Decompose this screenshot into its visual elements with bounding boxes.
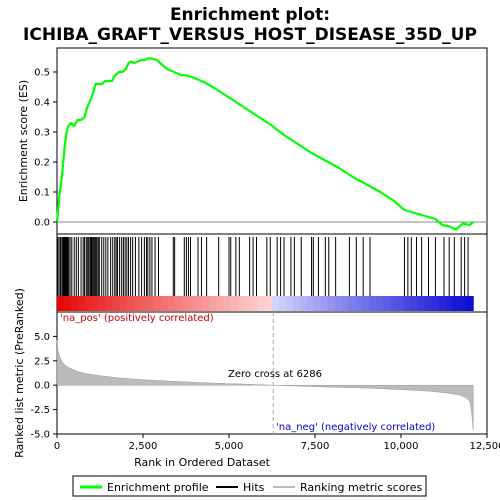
x-tick-label: 12,500 <box>470 441 500 452</box>
ranking-metric-area <box>56 340 474 431</box>
ranked-ytick-label: -5.0 <box>30 430 50 441</box>
correlation-strip-segment <box>452 296 460 311</box>
correlation-strip-segment <box>348 296 356 311</box>
es-panel <box>55 57 487 231</box>
correlation-strip-segment <box>410 296 419 311</box>
positive-correlation-label: 'na_pos' (positively correlated) <box>60 313 214 324</box>
correlation-strip-segment <box>251 296 259 311</box>
correlation-strip-segment <box>466 296 474 311</box>
es-ytick-label: 0.0 <box>34 218 50 229</box>
es-ytick-label: 0.4 <box>34 98 50 109</box>
correlation-strip-segment <box>383 296 391 311</box>
correlation-strip-segment <box>265 296 273 311</box>
correlation-strip-segment <box>63 296 72 311</box>
correlation-strip-segment <box>376 296 384 311</box>
correlation-strip-segment <box>278 296 287 311</box>
es-panel-frame <box>56 47 488 235</box>
correlation-strip-segment <box>272 296 280 311</box>
es-axis-label: Enrichment score (ES) <box>17 80 30 202</box>
x-axis-label: Rank in Ordered Dataset <box>134 456 271 469</box>
correlation-strip-segment <box>147 296 155 311</box>
chart-title-line-2: ICHIBA_GRAFT_VERSUS_HOST_DISEASE_35D_UP <box>23 25 477 45</box>
x-tick-label: 10,000 <box>384 441 419 452</box>
correlation-strip-segment <box>188 296 197 311</box>
correlation-strip-segment <box>459 296 467 311</box>
correlation-strip-segment <box>161 296 169 311</box>
x-tick-label: 7,500 <box>301 441 330 452</box>
ranked-ytick-label: 5.0 <box>34 332 50 343</box>
correlation-strip-segment <box>84 296 93 311</box>
ranked-ytick-label: -2.5 <box>30 405 50 416</box>
correlation-strip-segment <box>334 296 342 311</box>
correlation-strip-segment <box>355 296 363 311</box>
correlation-strip-segment <box>424 296 433 311</box>
es-ytick-label: 0.2 <box>34 158 50 169</box>
zero-cross-label: Zero cross at 6286 <box>228 369 322 380</box>
ranked-ytick-label: 0.0 <box>34 381 50 392</box>
negative-correlation-label: 'na_neg' (negatively correlated) <box>276 422 435 433</box>
correlation-strip-segment <box>403 296 412 311</box>
correlation-strip-segment <box>112 296 120 311</box>
hits-panel <box>57 237 474 311</box>
x-tick-label: 5,000 <box>215 441 244 452</box>
x-tick-label: 2,500 <box>129 441 158 452</box>
ranked-metric-panel-frame <box>56 311 488 435</box>
es-ytick-label: 0.3 <box>34 128 50 139</box>
correlation-strip-segment <box>258 296 266 311</box>
legend-frame <box>72 475 427 497</box>
correlation-strip-segment <box>70 296 79 311</box>
es-ytick-label: 0.1 <box>34 188 50 199</box>
correlation-strip-segment <box>133 296 141 311</box>
correlation-strip-segment <box>327 296 335 311</box>
correlation-strip-segment <box>98 296 107 311</box>
ranked-metric-axis-label: Ranked list metric (PreRanked) <box>13 288 26 458</box>
correlation-strip-segment <box>91 296 100 311</box>
correlation-strip-segment <box>431 296 440 311</box>
correlation-strip-segment <box>230 296 238 311</box>
correlation-strip-segment <box>126 296 134 311</box>
legend-label-ranking-metric: Ranking metric scores <box>300 481 422 494</box>
correlation-strip-segment <box>237 296 245 311</box>
legend: Enrichment profile Hits Ranking metric s… <box>72 475 427 497</box>
correlation-strip-segment <box>77 296 86 311</box>
correlation-strip-segment <box>174 296 183 311</box>
correlation-strip-segment <box>299 296 308 311</box>
correlation-strip-segment <box>445 296 453 311</box>
correlation-strip-segment <box>396 296 405 311</box>
correlation-strip-segment <box>362 296 370 311</box>
correlation-strip-segment <box>202 296 211 311</box>
correlation-strip-segment <box>417 296 426 311</box>
correlation-strip-segment <box>181 296 190 311</box>
correlation-strip-segment <box>167 296 176 311</box>
correlation-strip-segment <box>320 296 329 311</box>
correlation-strip-segment <box>140 296 148 311</box>
correlation-strip-segment <box>313 296 322 311</box>
correlation-strip-segment <box>341 296 349 311</box>
correlation-strip-segment <box>119 296 127 311</box>
correlation-strip-segment <box>195 296 204 311</box>
correlation-strip-segment <box>209 296 218 311</box>
correlation-strip-segment <box>154 296 162 311</box>
correlation-strip-segment <box>105 296 113 311</box>
correlation-strip-segment <box>223 296 231 311</box>
es-ytick-label: 0.5 <box>34 68 50 79</box>
correlation-strip-segment <box>292 296 301 311</box>
correlation-strip-segment <box>244 296 252 311</box>
correlation-strip-segment <box>306 296 315 311</box>
correlation-strip-segment <box>369 296 377 311</box>
legend-label-enrichment-profile: Enrichment profile <box>107 481 209 494</box>
correlation-strip-segment <box>438 296 446 311</box>
correlation-strip-segment <box>216 296 224 311</box>
correlation-strip-segment <box>285 296 294 311</box>
axes: 0.0 0.1 0.2 0.3 0.4 0.5 -5.0 -2.5 0.0 2.5 5.0 0 2,50… <box>30 68 500 453</box>
correlation-strip-segment <box>389 296 398 311</box>
enrichment-profile-line <box>55 57 474 231</box>
chart-title-line-1: Enrichment plot: <box>170 5 330 25</box>
x-tick-label: 0 <box>54 441 60 452</box>
legend-label-hits: Hits <box>243 481 265 494</box>
ranked-ytick-label: 2.5 <box>34 356 50 367</box>
ranked-metric-panel <box>56 312 474 434</box>
correlation-strip-segment <box>57 296 65 311</box>
